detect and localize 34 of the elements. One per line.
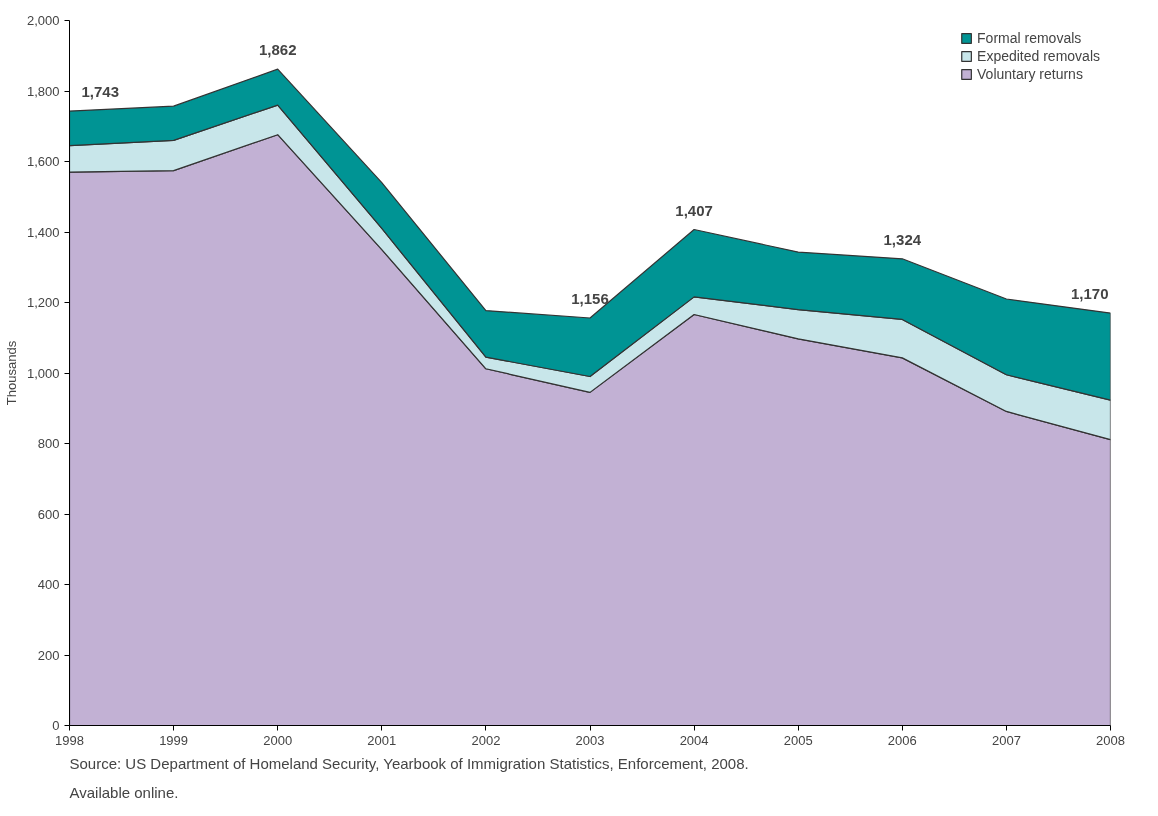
y-tick-label: 1,000 xyxy=(26,365,60,381)
x-tick-label: 2008 xyxy=(1096,732,1125,748)
x-tick-label: 2004 xyxy=(679,732,709,748)
y-tick-label: 1,600 xyxy=(26,154,60,169)
x-tick-label: 1998 xyxy=(55,732,84,748)
y-tick-label: 600 xyxy=(37,506,60,522)
x-tick-label: 2000 xyxy=(263,732,293,748)
annotation: 1,170 xyxy=(1070,285,1109,303)
y-tick-label: 400 xyxy=(37,577,60,592)
legend-label: Voluntary returns xyxy=(977,66,1083,82)
text: Available online. xyxy=(69,783,179,801)
annotation: 1,862 xyxy=(258,41,297,59)
y-tick-label: 1,800 xyxy=(26,83,60,99)
x-tick-label: 2006 xyxy=(887,732,917,748)
y-tick-label: 200 xyxy=(37,647,60,663)
y-tick-label: 800 xyxy=(37,436,60,451)
annotation: 1,156 xyxy=(571,290,609,308)
y-tick-label: 1,400 xyxy=(26,224,60,240)
x-tick-label: 1999 xyxy=(159,732,189,748)
y-tick-label: 0 xyxy=(52,718,60,733)
x-tick-label: 2003 xyxy=(575,732,605,748)
y-tick-label: 2,000 xyxy=(26,13,60,28)
x-tick-label: 2002 xyxy=(471,732,501,748)
legend-label: Formal removals xyxy=(977,30,1082,46)
x-tick-label: 2007 xyxy=(991,732,1021,748)
x-tick-label: 2001 xyxy=(367,732,397,748)
y-tick-label: 1,200 xyxy=(26,295,60,310)
annotation: 1,324 xyxy=(883,230,922,248)
x-tick-label: 2005 xyxy=(783,732,813,748)
annotation: 1,407 xyxy=(675,201,713,219)
annotation: 1,743 xyxy=(81,83,120,101)
legend-label: Expedited removals xyxy=(977,48,1100,64)
source-note: Source: US Department of Homeland Security, Yearbook of Immigration Statistics, Enforcement, 2008. xyxy=(69,754,749,772)
y-axis-title: Thousands xyxy=(3,340,19,406)
